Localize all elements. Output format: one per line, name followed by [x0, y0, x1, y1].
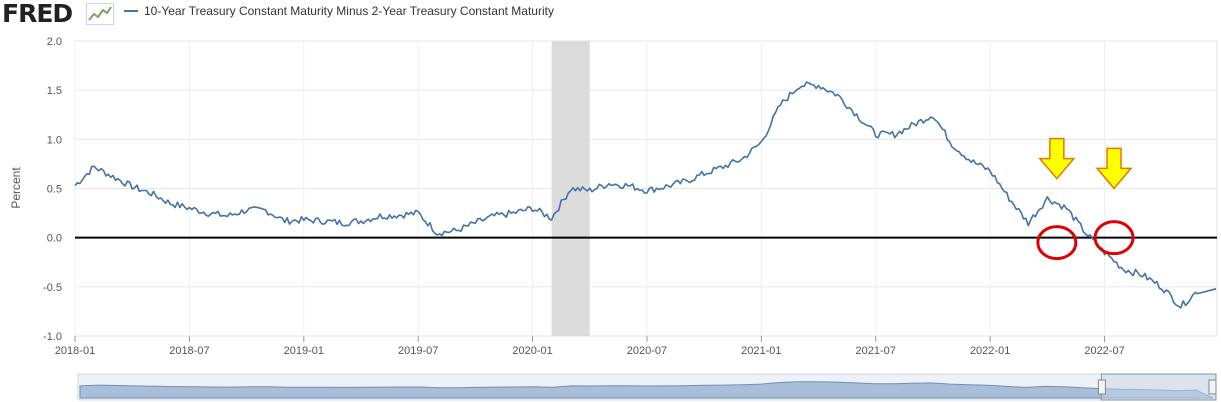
data-point	[283, 219, 287, 223]
data-point	[817, 83, 821, 87]
data-point	[302, 218, 306, 222]
x-tick-label: 2019-01	[284, 345, 324, 357]
data-point	[168, 201, 172, 205]
data-point	[607, 182, 611, 186]
legend-series-swatch	[124, 10, 138, 12]
data-point	[1141, 273, 1145, 277]
data-point	[626, 184, 630, 188]
line-chart[interactable]: 2.01.51.00.50.0-0.5-1.0 2018-01 2018-07 20…	[0, 26, 1221, 366]
data-point	[1045, 196, 1049, 200]
x-tick-label: 2021-07	[856, 345, 896, 357]
range-navigator[interactable]	[0, 372, 1221, 402]
data-point	[645, 188, 649, 192]
data-point	[1007, 196, 1011, 200]
data-point	[1198, 287, 1202, 291]
data-point	[492, 214, 496, 218]
data-point	[111, 175, 115, 179]
x-tick-label: 2020-07	[627, 345, 667, 357]
data-point	[378, 214, 382, 218]
yellow-arrow-icon	[1038, 137, 1076, 180]
navigator-selected-range[interactable]	[1100, 373, 1217, 401]
data-point	[1064, 206, 1068, 210]
y-tick-label: 0.0	[47, 233, 62, 245]
y-axis-ticks: 2.0 1.5 1.0 0.5 0.0 -0.5 -1.0	[43, 36, 62, 343]
red-circle-annotation	[1093, 220, 1135, 256]
data-point	[416, 211, 420, 215]
y-tick-label: 2.0	[47, 36, 62, 48]
x-axis-ticks: 2018-01 2018-07 2019-01 2019-07 2020-01 2020-…	[55, 336, 1125, 357]
y-axis-label: Percent	[9, 167, 23, 209]
chart-legend[interactable]: 10-Year Treasury Constant Maturity Minus…	[124, 4, 554, 18]
annotations-group	[1036, 137, 1135, 261]
chart-header: FRED 10-Year Treasury Constant Maturity …	[0, 0, 1221, 30]
data-point	[874, 132, 878, 136]
data-point	[836, 93, 840, 97]
data-point	[92, 165, 96, 169]
data-point	[149, 191, 153, 195]
y-tick-label: 1.5	[47, 85, 62, 97]
data-point	[454, 229, 458, 233]
data-point	[988, 169, 992, 173]
data-point	[778, 103, 782, 107]
data-point	[264, 208, 268, 212]
data-point	[931, 113, 935, 117]
x-tick-label: 2020-01	[512, 345, 552, 357]
x-tick-label: 2018-01	[55, 345, 95, 357]
data-point	[73, 184, 77, 188]
data-point	[721, 165, 725, 169]
data-point	[1179, 305, 1183, 309]
data-point	[1083, 231, 1087, 235]
data-point	[893, 132, 897, 136]
y-tick-label: 0.5	[47, 184, 62, 196]
x-tick-label: 2022-07	[1084, 345, 1124, 357]
y-tick-label: -0.5	[43, 282, 62, 294]
data-point	[797, 83, 801, 87]
legend-series-label: 10-Year Treasury Constant Maturity Minus…	[144, 4, 554, 18]
data-point	[130, 185, 134, 189]
data-point	[206, 211, 210, 215]
fred-logo[interactable]: FRED	[2, 0, 73, 28]
data-point	[340, 221, 344, 225]
data-point	[855, 113, 859, 117]
series-line[interactable]	[74, 81, 1217, 309]
data-point	[1122, 267, 1126, 271]
fred-logo-graph-icon	[86, 3, 114, 25]
data-point	[435, 231, 439, 235]
x-tick-label: 2021-01	[741, 345, 781, 357]
data-point	[569, 187, 573, 191]
x-tick-label: 2022-01	[970, 345, 1010, 357]
data-point	[664, 185, 668, 189]
data-point	[759, 140, 763, 144]
data-point	[511, 211, 515, 215]
data-point	[683, 180, 687, 184]
y-tick-label: 1.0	[47, 134, 62, 146]
data-point	[226, 214, 230, 218]
data-point	[321, 219, 325, 223]
data-point	[1160, 285, 1164, 289]
x-tick-label: 2019-07	[398, 345, 438, 357]
yellow-arrow-icon	[1095, 147, 1133, 190]
data-point	[950, 142, 954, 146]
vertical-gridlines	[74, 41, 1106, 336]
data-point	[740, 157, 744, 161]
navigator-series-area	[79, 381, 1214, 399]
data-point	[550, 216, 554, 220]
data-point	[912, 123, 916, 127]
x-tick-label: 2018-07	[169, 345, 209, 357]
navigator-right-handle[interactable]	[1208, 379, 1217, 395]
data-point	[969, 159, 973, 163]
red-circle-annotation	[1036, 225, 1078, 261]
data-point	[1026, 221, 1030, 225]
data-point	[702, 172, 706, 176]
data-point	[187, 206, 191, 210]
data-point	[473, 221, 477, 225]
data-point	[245, 208, 249, 212]
navigator-left-handle[interactable]	[1097, 379, 1106, 395]
data-point	[1103, 250, 1107, 254]
data-point	[588, 188, 592, 192]
data-point	[397, 213, 401, 217]
y-tick-label: -1.0	[43, 331, 62, 343]
data-point	[359, 219, 363, 223]
data-point	[531, 206, 535, 210]
